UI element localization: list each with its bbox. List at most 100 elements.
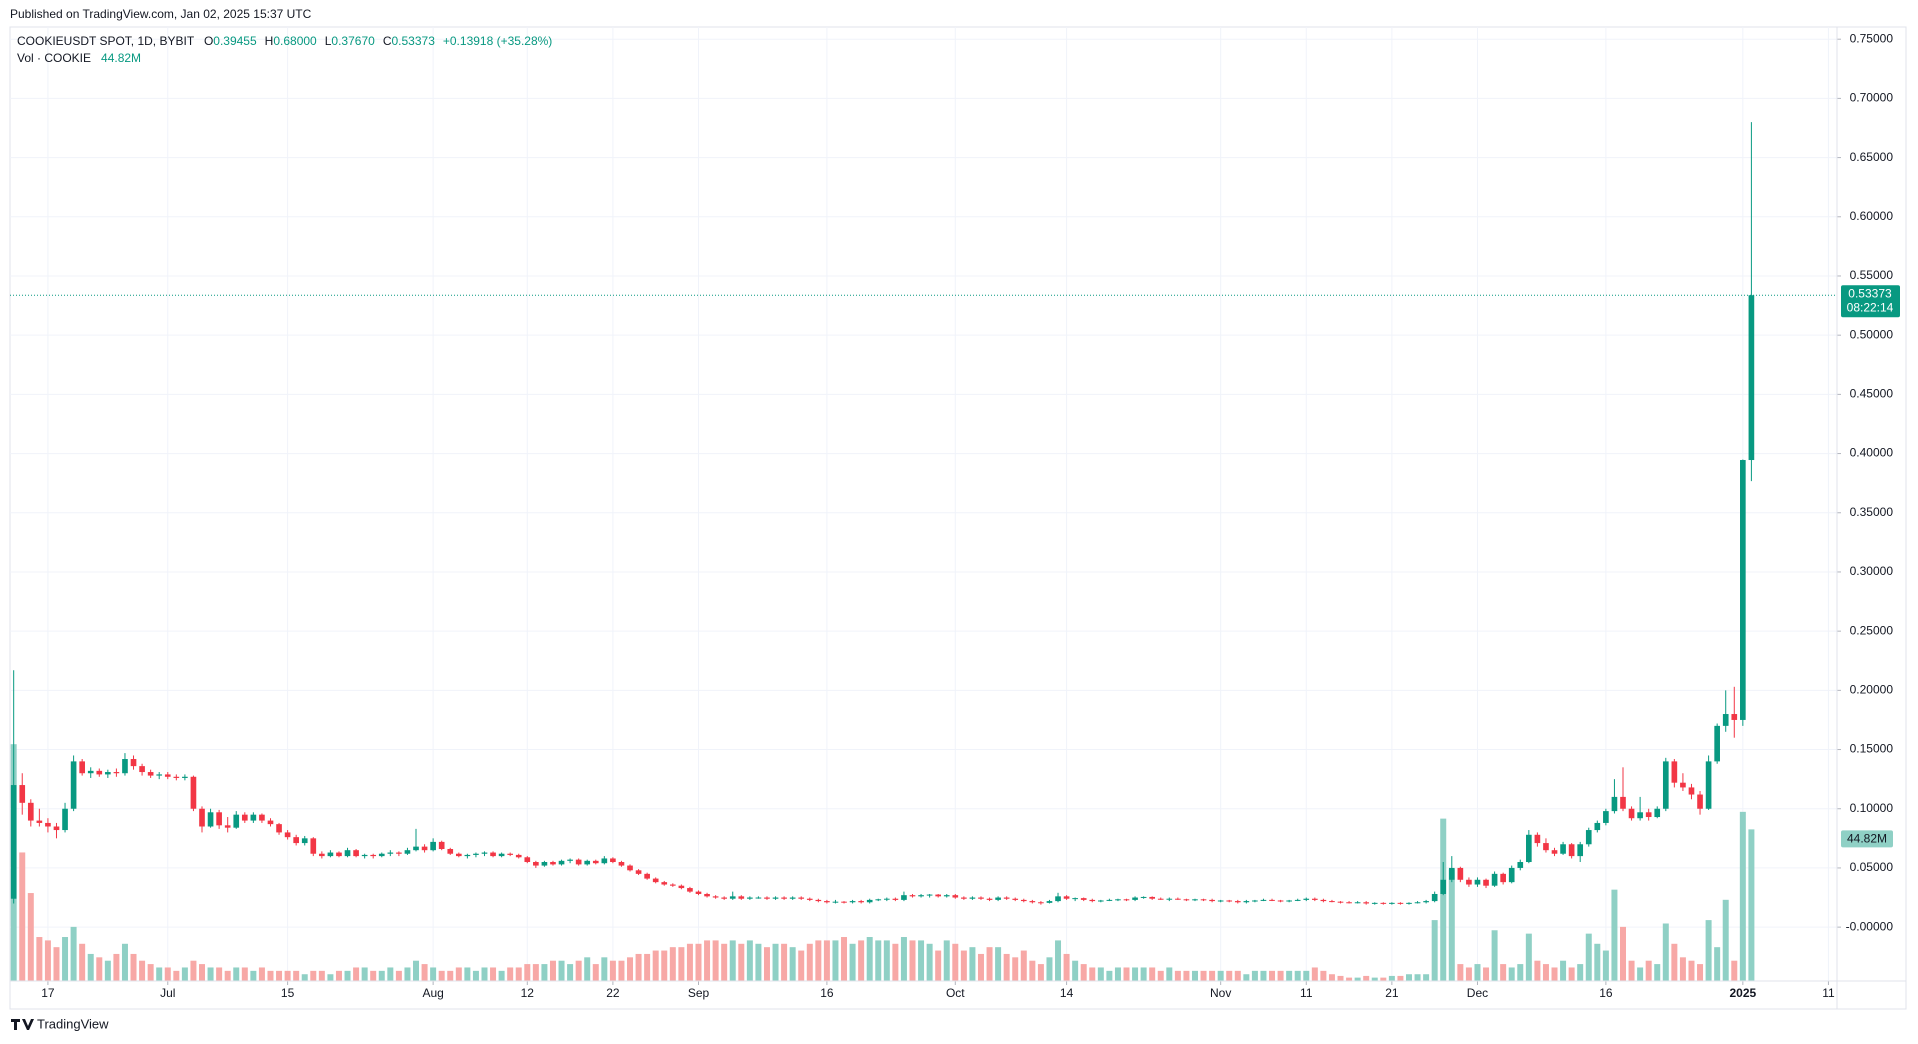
candle-body (1209, 899, 1215, 902)
candle-body (1097, 900, 1104, 902)
volume-bar (883, 940, 890, 981)
ohlc-value: 0.53373 (391, 34, 435, 48)
candle-body (259, 814, 265, 821)
volume-bar (139, 960, 146, 981)
volume-bar (1602, 950, 1609, 981)
volume-bar (455, 967, 462, 981)
candle-body (87, 770, 94, 774)
volume-bar (644, 953, 651, 981)
volume-bar (1619, 926, 1626, 981)
volume-bar (704, 940, 711, 981)
candle-body (1226, 900, 1233, 902)
ohlc-value: 0.37670 (331, 34, 375, 48)
volume-bar (1739, 811, 1746, 981)
candle-body (79, 761, 85, 774)
candle-body (1337, 901, 1344, 903)
volume-bar (1328, 974, 1335, 981)
candle-body (866, 899, 873, 903)
candle-body (875, 899, 882, 901)
candle-body (147, 772, 154, 776)
volume-bar (1679, 957, 1686, 981)
volume-bar (609, 960, 616, 981)
volume-bar (960, 950, 967, 981)
volume-bar (430, 967, 437, 981)
candle-body (687, 888, 693, 892)
candle-body (199, 808, 205, 827)
candle-body (1645, 812, 1652, 818)
candle-body (1371, 902, 1378, 904)
volume-bar (601, 957, 608, 981)
candle-body (336, 852, 342, 857)
candle-body (721, 897, 728, 899)
x-tick-label: Aug (422, 986, 443, 1000)
volume-bar (310, 970, 317, 981)
candle-body (421, 846, 428, 851)
candle-body (1260, 899, 1267, 901)
y-tick-label: 0.05000 (1850, 860, 1894, 874)
y-tick-label: 0.45000 (1850, 387, 1894, 401)
volume-bar (1637, 967, 1644, 981)
volume-bar (1346, 977, 1353, 981)
volume-bar (1166, 967, 1173, 981)
candle-body (36, 820, 43, 823)
candle-body (1448, 867, 1455, 880)
candle-body (841, 901, 847, 903)
candle-body (1286, 900, 1292, 902)
x-tick-label: 11 (1822, 986, 1835, 1000)
volume-bar (1517, 964, 1524, 981)
candle-body (1354, 902, 1361, 904)
candle-body (1466, 879, 1472, 885)
candle-body (678, 885, 685, 889)
candle-body (1055, 896, 1061, 902)
volume-bar (575, 960, 582, 981)
candle-body (96, 770, 103, 775)
volume-bar (1500, 964, 1507, 981)
candle-body (293, 837, 299, 844)
volume-bar (1697, 964, 1704, 981)
volume-bar (567, 964, 574, 981)
candle-body (1380, 902, 1387, 904)
price-tag (1841, 285, 1900, 318)
candle-body (344, 850, 351, 857)
volume-bar (558, 960, 565, 981)
candle-body (1500, 873, 1506, 883)
candle-body (935, 894, 942, 897)
candle-body (712, 896, 719, 898)
volume-bar (1363, 975, 1370, 981)
candle-body (789, 897, 796, 899)
volume-bar (1012, 957, 1019, 981)
candle-body (1440, 879, 1447, 894)
candle-body (558, 860, 565, 865)
ohlc-key: O (204, 34, 213, 48)
volume-bar (1286, 970, 1293, 981)
volume-bar (832, 940, 839, 981)
volume-bar (798, 950, 805, 981)
candle-body (473, 853, 479, 855)
candle-body (1132, 897, 1138, 900)
candle-body (182, 776, 188, 778)
candle-body (1123, 899, 1130, 901)
volume-bar (729, 940, 736, 981)
volume-bar (1440, 818, 1447, 981)
candle-body (10, 785, 17, 899)
candle-body (1303, 898, 1310, 900)
candle-body (1397, 902, 1404, 904)
candle-body (961, 897, 967, 899)
axes: -0.00000 0.05000 0.10000 0.15000 0.20000 0.25… (10, 27, 1906, 1009)
candle-body (122, 759, 128, 774)
volume-bar (447, 970, 454, 981)
volume-bar (276, 970, 283, 981)
volume-bar (1140, 967, 1147, 981)
candle-body (1594, 822, 1601, 831)
candle-body (1089, 899, 1096, 902)
candle-body (1140, 896, 1147, 898)
candle-body (301, 838, 308, 844)
volume-bar (858, 940, 865, 981)
candle-body (584, 860, 591, 865)
candle-body (1526, 834, 1532, 863)
volume-bar (806, 943, 813, 981)
volume-bar (1311, 967, 1318, 981)
candle-body (781, 897, 787, 899)
candle-body (1457, 867, 1464, 880)
legend-volume: Vol · COOKIE 44.82M (17, 51, 141, 65)
